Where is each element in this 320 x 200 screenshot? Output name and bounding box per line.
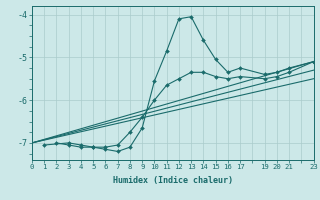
X-axis label: Humidex (Indice chaleur): Humidex (Indice chaleur)	[113, 176, 233, 185]
